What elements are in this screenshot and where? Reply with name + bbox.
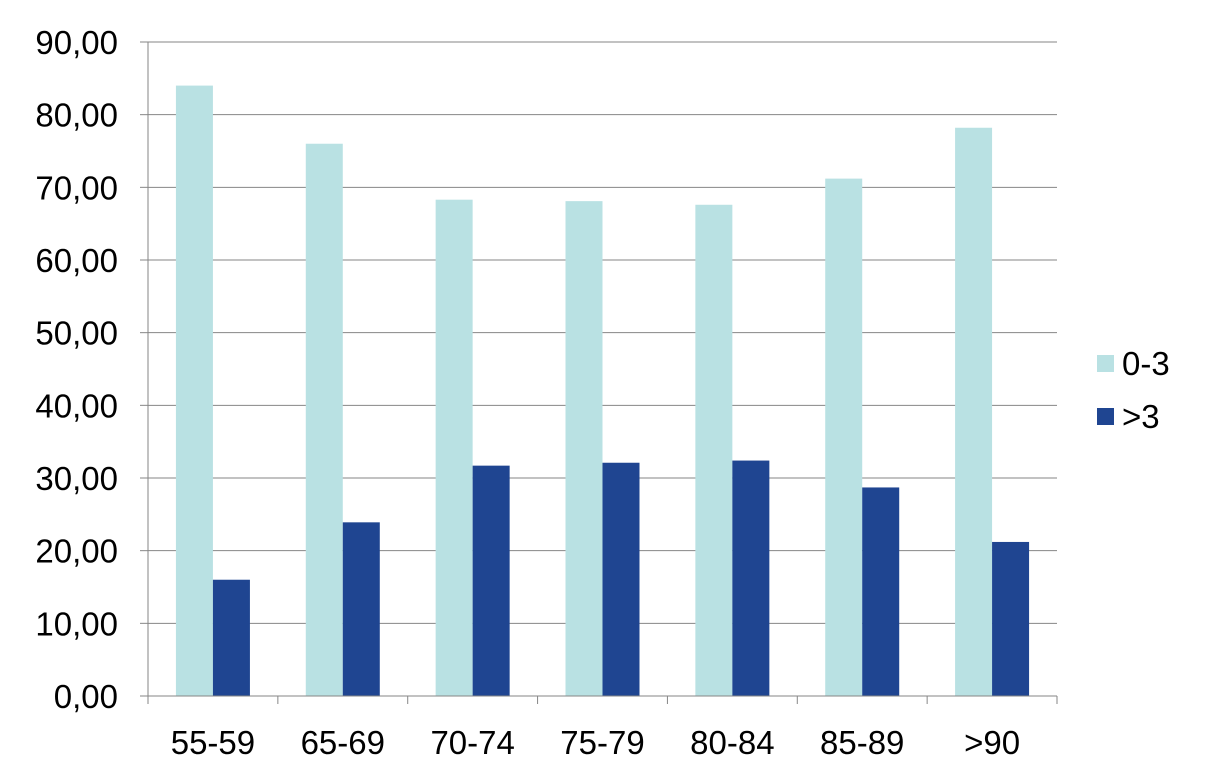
- bar-series-0-3-65-69: [305, 143, 343, 696]
- bar-series-gt3-70-74: [472, 465, 510, 696]
- x-axis: 55-59 65-69 70-74 75-79 80-84 85-89 >90: [147, 42, 1058, 761]
- x-tick-label: 80-84: [690, 724, 774, 761]
- bar-series-0-3-70-74: [435, 199, 473, 697]
- legend-swatch: [1097, 408, 1114, 425]
- legend: 0-3>3: [1097, 345, 1170, 435]
- x-tick-label: 75-79: [560, 724, 644, 761]
- y-tick-label: 90,00: [35, 24, 118, 61]
- bar-series-0-3-75-79: [565, 201, 603, 696]
- legend-label: 0-3: [1122, 345, 1170, 382]
- x-tick-label: 70-74: [430, 724, 514, 761]
- y-tick-label: 40,00: [35, 387, 118, 424]
- legend-label: >3: [1122, 398, 1160, 435]
- bar-series-gt3-85-89: [862, 487, 900, 696]
- y-tick-label: 80,00: [35, 97, 118, 134]
- x-tick-label: 65-69: [301, 724, 385, 761]
- y-tick-label: 10,00: [35, 605, 118, 642]
- bar-series-gt3-75-79: [602, 462, 640, 696]
- y-axis-ticks: 0,00 10,00 20,00 30,00 40,00 50,00 60,00 70,00 8…: [35, 24, 148, 715]
- legend-swatch: [1097, 355, 1114, 372]
- x-tick-label: 55-59: [171, 724, 255, 761]
- x-tick-label: >90: [964, 724, 1020, 761]
- bar-series-0-3-85-89: [825, 178, 863, 696]
- y-tick-label: 60,00: [35, 242, 118, 279]
- bar-series-0-3-80-84: [695, 204, 733, 697]
- y-tick-label: 50,00: [35, 315, 118, 352]
- bar-series-0-3->90: [955, 127, 993, 697]
- bar-series-gt3->90: [992, 541, 1030, 696]
- bar-series-gt3-80-84: [732, 460, 770, 696]
- bar-series-gt3-65-69: [342, 522, 380, 696]
- y-tick-label: 20,00: [35, 533, 118, 570]
- y-tick-label: 30,00: [35, 460, 118, 497]
- bar-series-0-3-55-59: [175, 85, 213, 697]
- bars: [175, 85, 1030, 697]
- x-tick-label: 85-89: [820, 724, 904, 761]
- y-tick-label: 70,00: [35, 169, 118, 206]
- bar-series-gt3-55-59: [212, 579, 250, 696]
- y-tick-label: 0,00: [54, 678, 118, 715]
